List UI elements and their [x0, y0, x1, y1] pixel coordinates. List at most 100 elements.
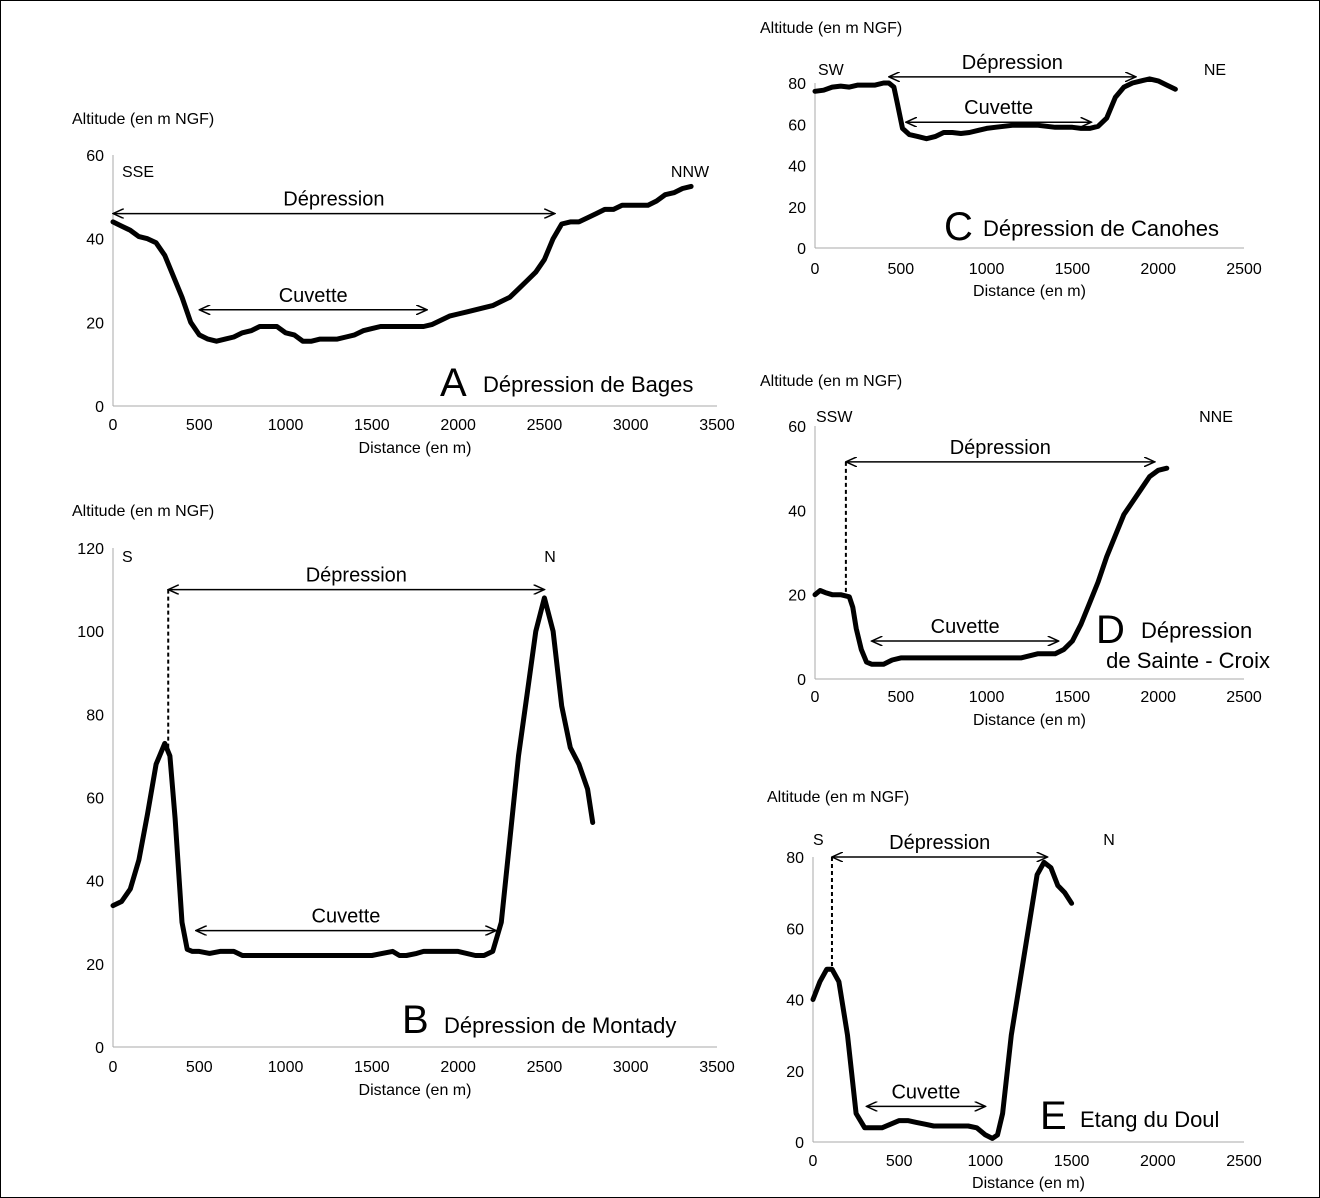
profile-line [110, 183, 694, 344]
panel-title: Dépression de Bages [483, 372, 693, 397]
x-tick-label: 0 [109, 417, 118, 434]
y-tick-label: 20 [788, 200, 806, 217]
cuvette-label: Cuvette [964, 97, 1033, 119]
x-tick-label: 1500 [1055, 261, 1091, 278]
x-tick-label: 2500 [1226, 261, 1262, 278]
x-tick-label: 1500 [354, 1059, 390, 1076]
x-tick-label: 1500 [1055, 689, 1091, 706]
panel-title: Etang du Doul [1080, 1107, 1219, 1132]
y-tick-label: 0 [797, 241, 806, 258]
profile-panel-d: 0 20 40 60 0 500 1000 1500 2000 2500 Altitude (en … [760, 373, 1270, 729]
direction-left-label: SSE [122, 164, 154, 181]
y-axis-title: Altitude (en m NGF) [72, 111, 214, 128]
y-tick-label: 60 [788, 117, 806, 134]
profile-panel-b: 0 20 40 60 80 100 120 0 500 1000 1500 2000 2500 3000 3… [72, 503, 735, 1099]
direction-right-label: NNW [671, 164, 710, 181]
panel-letter: B [402, 998, 429, 1042]
y-tick-label: 40 [786, 993, 804, 1010]
x-tick-label: 500 [886, 1153, 913, 1170]
y-axis-title: Altitude (en m NGF) [760, 373, 902, 390]
panel-title: Dépression de Canohes [983, 216, 1219, 241]
profile-line [110, 595, 596, 958]
panel-letter: C [944, 205, 973, 249]
direction-right-label: NNE [1199, 409, 1233, 426]
y-tick-label: 20 [86, 957, 104, 974]
profile-panel-e: 0 20 40 60 80 0 500 1000 1500 2000 2500 Altitude (e… [767, 789, 1262, 1192]
x-tick-label: 1000 [268, 1059, 304, 1076]
x-tick-label: 1500 [354, 417, 390, 434]
y-tick-label: 60 [86, 148, 104, 165]
panel-letter: D [1096, 608, 1125, 652]
x-tick-label: 500 [186, 1059, 213, 1076]
depression-label: Dépression [950, 437, 1051, 459]
direction-right-label: N [544, 549, 556, 566]
y-tick-label: 0 [795, 1135, 804, 1152]
cuvette-label: Cuvette [931, 616, 1000, 638]
y-tick-label: 60 [788, 419, 806, 436]
x-tick-label: 3000 [613, 417, 649, 434]
x-tick-label: 2000 [440, 1059, 476, 1076]
x-tick-label: 1000 [969, 689, 1005, 706]
cuvette-label: Cuvette [891, 1081, 960, 1103]
x-tick-label: 1500 [1054, 1153, 1090, 1170]
x-tick-label: 1000 [968, 1153, 1004, 1170]
panel-title-line-2: de Sainte - Croix [1106, 648, 1270, 673]
profile-panel-a: 0 20 40 60 0 500 1000 1500 2000 2500 3000 3500 Altit… [72, 111, 735, 457]
direction-left-label: S [813, 832, 824, 849]
cuvette-label: Cuvette [312, 906, 381, 928]
x-tick-label: 3500 [699, 417, 735, 434]
y-tick-label: 120 [77, 541, 104, 558]
x-axis-title: Distance (en m) [972, 1175, 1085, 1192]
depression-label: Dépression [962, 52, 1063, 74]
x-tick-label: 2500 [1226, 689, 1262, 706]
x-tick-label: 3000 [613, 1059, 649, 1076]
x-tick-label: 2000 [440, 417, 476, 434]
direction-left-label: SW [818, 62, 845, 79]
y-tick-label: 80 [786, 850, 804, 867]
y-tick-label: 60 [86, 791, 104, 808]
x-tick-label: 500 [186, 417, 213, 434]
y-tick-label: 0 [797, 672, 806, 689]
y-axis-title: Altitude (en m NGF) [72, 503, 214, 520]
x-tick-label: 0 [811, 261, 820, 278]
x-tick-label: 1000 [969, 261, 1005, 278]
direction-left-label: S [122, 549, 133, 566]
y-tick-label: 20 [86, 315, 104, 332]
panel-letter: E [1040, 1094, 1067, 1138]
direction-right-label: NE [1204, 62, 1226, 79]
y-tick-label: 40 [788, 503, 806, 520]
direction-left-label: SSW [816, 409, 853, 426]
y-tick-label: 40 [86, 874, 104, 891]
x-tick-label: 2500 [527, 1059, 563, 1076]
profile-line [812, 465, 1170, 667]
x-tick-label: 3500 [699, 1059, 735, 1076]
direction-right-label: N [1103, 832, 1115, 849]
profile-line [812, 76, 1178, 142]
x-tick-label: 0 [109, 1059, 118, 1076]
x-tick-label: 0 [811, 689, 820, 706]
x-axis-title: Distance (en m) [973, 712, 1086, 729]
x-tick-label: 2500 [1226, 1153, 1262, 1170]
y-tick-label: 80 [788, 76, 806, 93]
y-tick-label: 20 [788, 588, 806, 605]
y-tick-label: 20 [786, 1064, 804, 1081]
x-tick-label: 2000 [1140, 689, 1176, 706]
panel-letter: A [440, 361, 467, 405]
y-tick-label: 0 [95, 1040, 104, 1057]
depression-label: Dépression [306, 565, 407, 587]
y-tick-label: 40 [788, 159, 806, 176]
x-tick-label: 2000 [1140, 1153, 1176, 1170]
x-tick-label: 2500 [527, 417, 563, 434]
y-tick-label: 100 [77, 624, 104, 641]
x-tick-label: 0 [809, 1153, 818, 1170]
x-tick-label: 500 [887, 261, 914, 278]
y-tick-label: 40 [86, 232, 104, 249]
y-axis-title: Altitude (en m NGF) [767, 789, 909, 806]
profile-line [810, 859, 1075, 1141]
y-tick-label: 0 [95, 399, 104, 416]
x-axis-title: Distance (en m) [359, 440, 472, 457]
y-tick-label: 60 [786, 921, 804, 938]
x-axis-title: Distance (en m) [359, 1082, 472, 1099]
cuvette-label: Cuvette [279, 285, 348, 307]
